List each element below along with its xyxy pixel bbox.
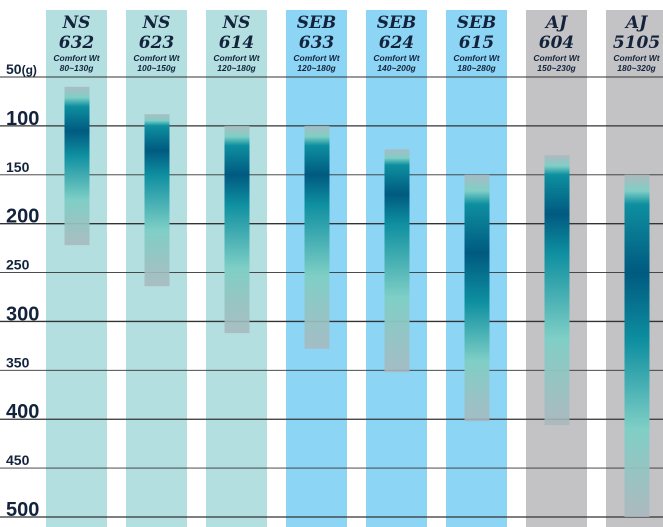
column-title-line1: SEB — [297, 13, 337, 33]
comfort-range: 180~280g — [457, 63, 496, 73]
comfort-range: 180~320g — [617, 63, 656, 73]
weight-band-seb-633 — [304, 125, 330, 349]
column-title-line2: 5105 — [613, 33, 660, 53]
weight-band-ns-632 — [64, 86, 90, 246]
column-title-line2: 623 — [139, 33, 175, 53]
comfort-range: 120~180g — [297, 63, 336, 73]
column-title-line1: AJ — [544, 13, 568, 33]
y-tick-label-450: 450 — [6, 452, 30, 468]
y-axis-unit: (g) — [22, 63, 37, 77]
y-tick-label-200: 200 — [6, 206, 39, 228]
y-tick-label-400: 400 — [6, 401, 39, 423]
comfort-label: Comfort Wt — [53, 53, 100, 63]
comfort-label: Comfort Wt — [373, 53, 420, 63]
weight-band-ns-623 — [144, 114, 170, 287]
column-title-line1: AJ — [624, 13, 648, 33]
weight-band-aj-604 — [544, 155, 570, 426]
y-tick-label-150: 150 — [6, 159, 30, 175]
y-tick-label-50: 50(g) — [6, 61, 37, 77]
column-title-line2: 604 — [539, 33, 575, 53]
column-title-line2: 632 — [59, 33, 95, 53]
comfort-label: Comfort Wt — [133, 53, 180, 63]
column-title-line2: 624 — [379, 33, 415, 53]
weight-band-aj-5105 — [624, 174, 650, 517]
comfort-range: 100~150g — [137, 63, 176, 73]
column-title-line1: SEB — [457, 13, 497, 33]
column-title-line2: 633 — [299, 33, 335, 53]
column-title-line2: 615 — [459, 33, 495, 53]
weight-band-ns-614 — [224, 125, 250, 334]
y-tick-label-350: 350 — [6, 354, 30, 370]
comfort-label: Comfort Wt — [453, 53, 500, 63]
y-tick-label-500: 500 — [6, 499, 39, 521]
y-tick-label-250: 250 — [6, 257, 30, 273]
comfort-range: 150~230g — [537, 63, 576, 73]
comfort-range: 120~180g — [217, 63, 256, 73]
comfort-label: Comfort Wt — [213, 53, 260, 63]
column-title-line1: NS — [62, 13, 91, 33]
comfort-range: 140~200g — [377, 63, 416, 73]
comfort-range: 80~130g — [60, 63, 95, 73]
comfort-label: Comfort Wt — [533, 53, 580, 63]
weight-band-seb-615 — [464, 174, 490, 422]
y-tick-label-300: 300 — [6, 303, 39, 325]
column-title-line1: NS — [142, 13, 171, 33]
weight-band-seb-624 — [384, 149, 410, 373]
comfort-label: Comfort Wt — [293, 53, 340, 63]
column-title-line2: 614 — [219, 33, 255, 53]
column-backgrounds — [46, 10, 663, 527]
weight-bands — [64, 86, 650, 517]
column-title-line1: NS — [222, 13, 251, 33]
comfort-label: Comfort Wt — [613, 53, 660, 63]
y-tick-label-100: 100 — [6, 108, 39, 130]
column-title-line1: SEB — [377, 13, 417, 33]
y-axis-ticks: 50(g) 100 150 200 250 300 350 400 450 500 — [6, 61, 39, 521]
